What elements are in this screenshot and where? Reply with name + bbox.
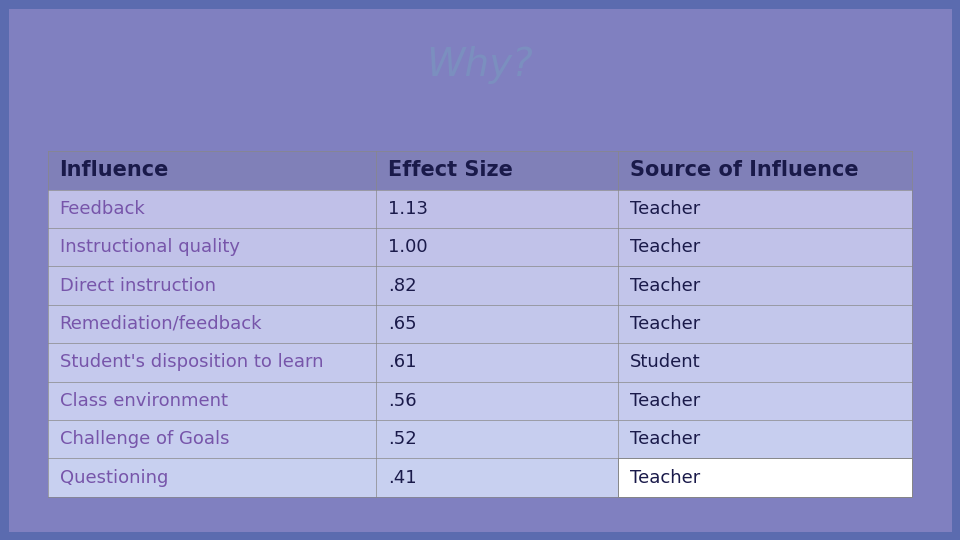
Text: .82: .82 (388, 276, 417, 295)
Text: Source of Influence: Source of Influence (630, 160, 858, 180)
Text: Challenge of Goals: Challenge of Goals (60, 430, 229, 448)
FancyBboxPatch shape (48, 151, 912, 190)
Text: Influence: Influence (60, 160, 169, 180)
Text: Teacher: Teacher (630, 238, 700, 256)
Text: .65: .65 (388, 315, 417, 333)
Text: Teacher: Teacher (630, 430, 700, 448)
Text: Feedback: Feedback (60, 200, 145, 218)
FancyBboxPatch shape (48, 228, 912, 266)
Text: .61: .61 (388, 353, 417, 372)
Text: Class environment: Class environment (60, 392, 228, 410)
FancyBboxPatch shape (48, 420, 912, 458)
FancyBboxPatch shape (48, 343, 912, 382)
FancyBboxPatch shape (48, 266, 912, 305)
Text: 1.00: 1.00 (388, 238, 427, 256)
Text: Remediation/feedback: Remediation/feedback (60, 315, 262, 333)
Text: Student's disposition to learn: Student's disposition to learn (60, 353, 323, 372)
FancyBboxPatch shape (48, 458, 912, 497)
Text: Teacher: Teacher (630, 276, 700, 295)
FancyBboxPatch shape (48, 305, 912, 343)
Text: 1.13: 1.13 (388, 200, 428, 218)
Text: .41: .41 (388, 469, 417, 487)
Text: Instructional quality: Instructional quality (60, 238, 239, 256)
Text: Why?: Why? (426, 46, 534, 84)
FancyBboxPatch shape (48, 190, 912, 228)
Text: Teacher: Teacher (630, 469, 700, 487)
Text: .56: .56 (388, 392, 417, 410)
Text: Teacher: Teacher (630, 392, 700, 410)
Text: Direct instruction: Direct instruction (60, 276, 215, 295)
FancyBboxPatch shape (618, 458, 912, 497)
Text: Student: Student (630, 353, 701, 372)
FancyBboxPatch shape (48, 382, 912, 420)
Text: Effect Size: Effect Size (388, 160, 513, 180)
Text: Teacher: Teacher (630, 315, 700, 333)
Text: .52: .52 (388, 430, 417, 448)
Text: Teacher: Teacher (630, 200, 700, 218)
Text: Questioning: Questioning (60, 469, 168, 487)
